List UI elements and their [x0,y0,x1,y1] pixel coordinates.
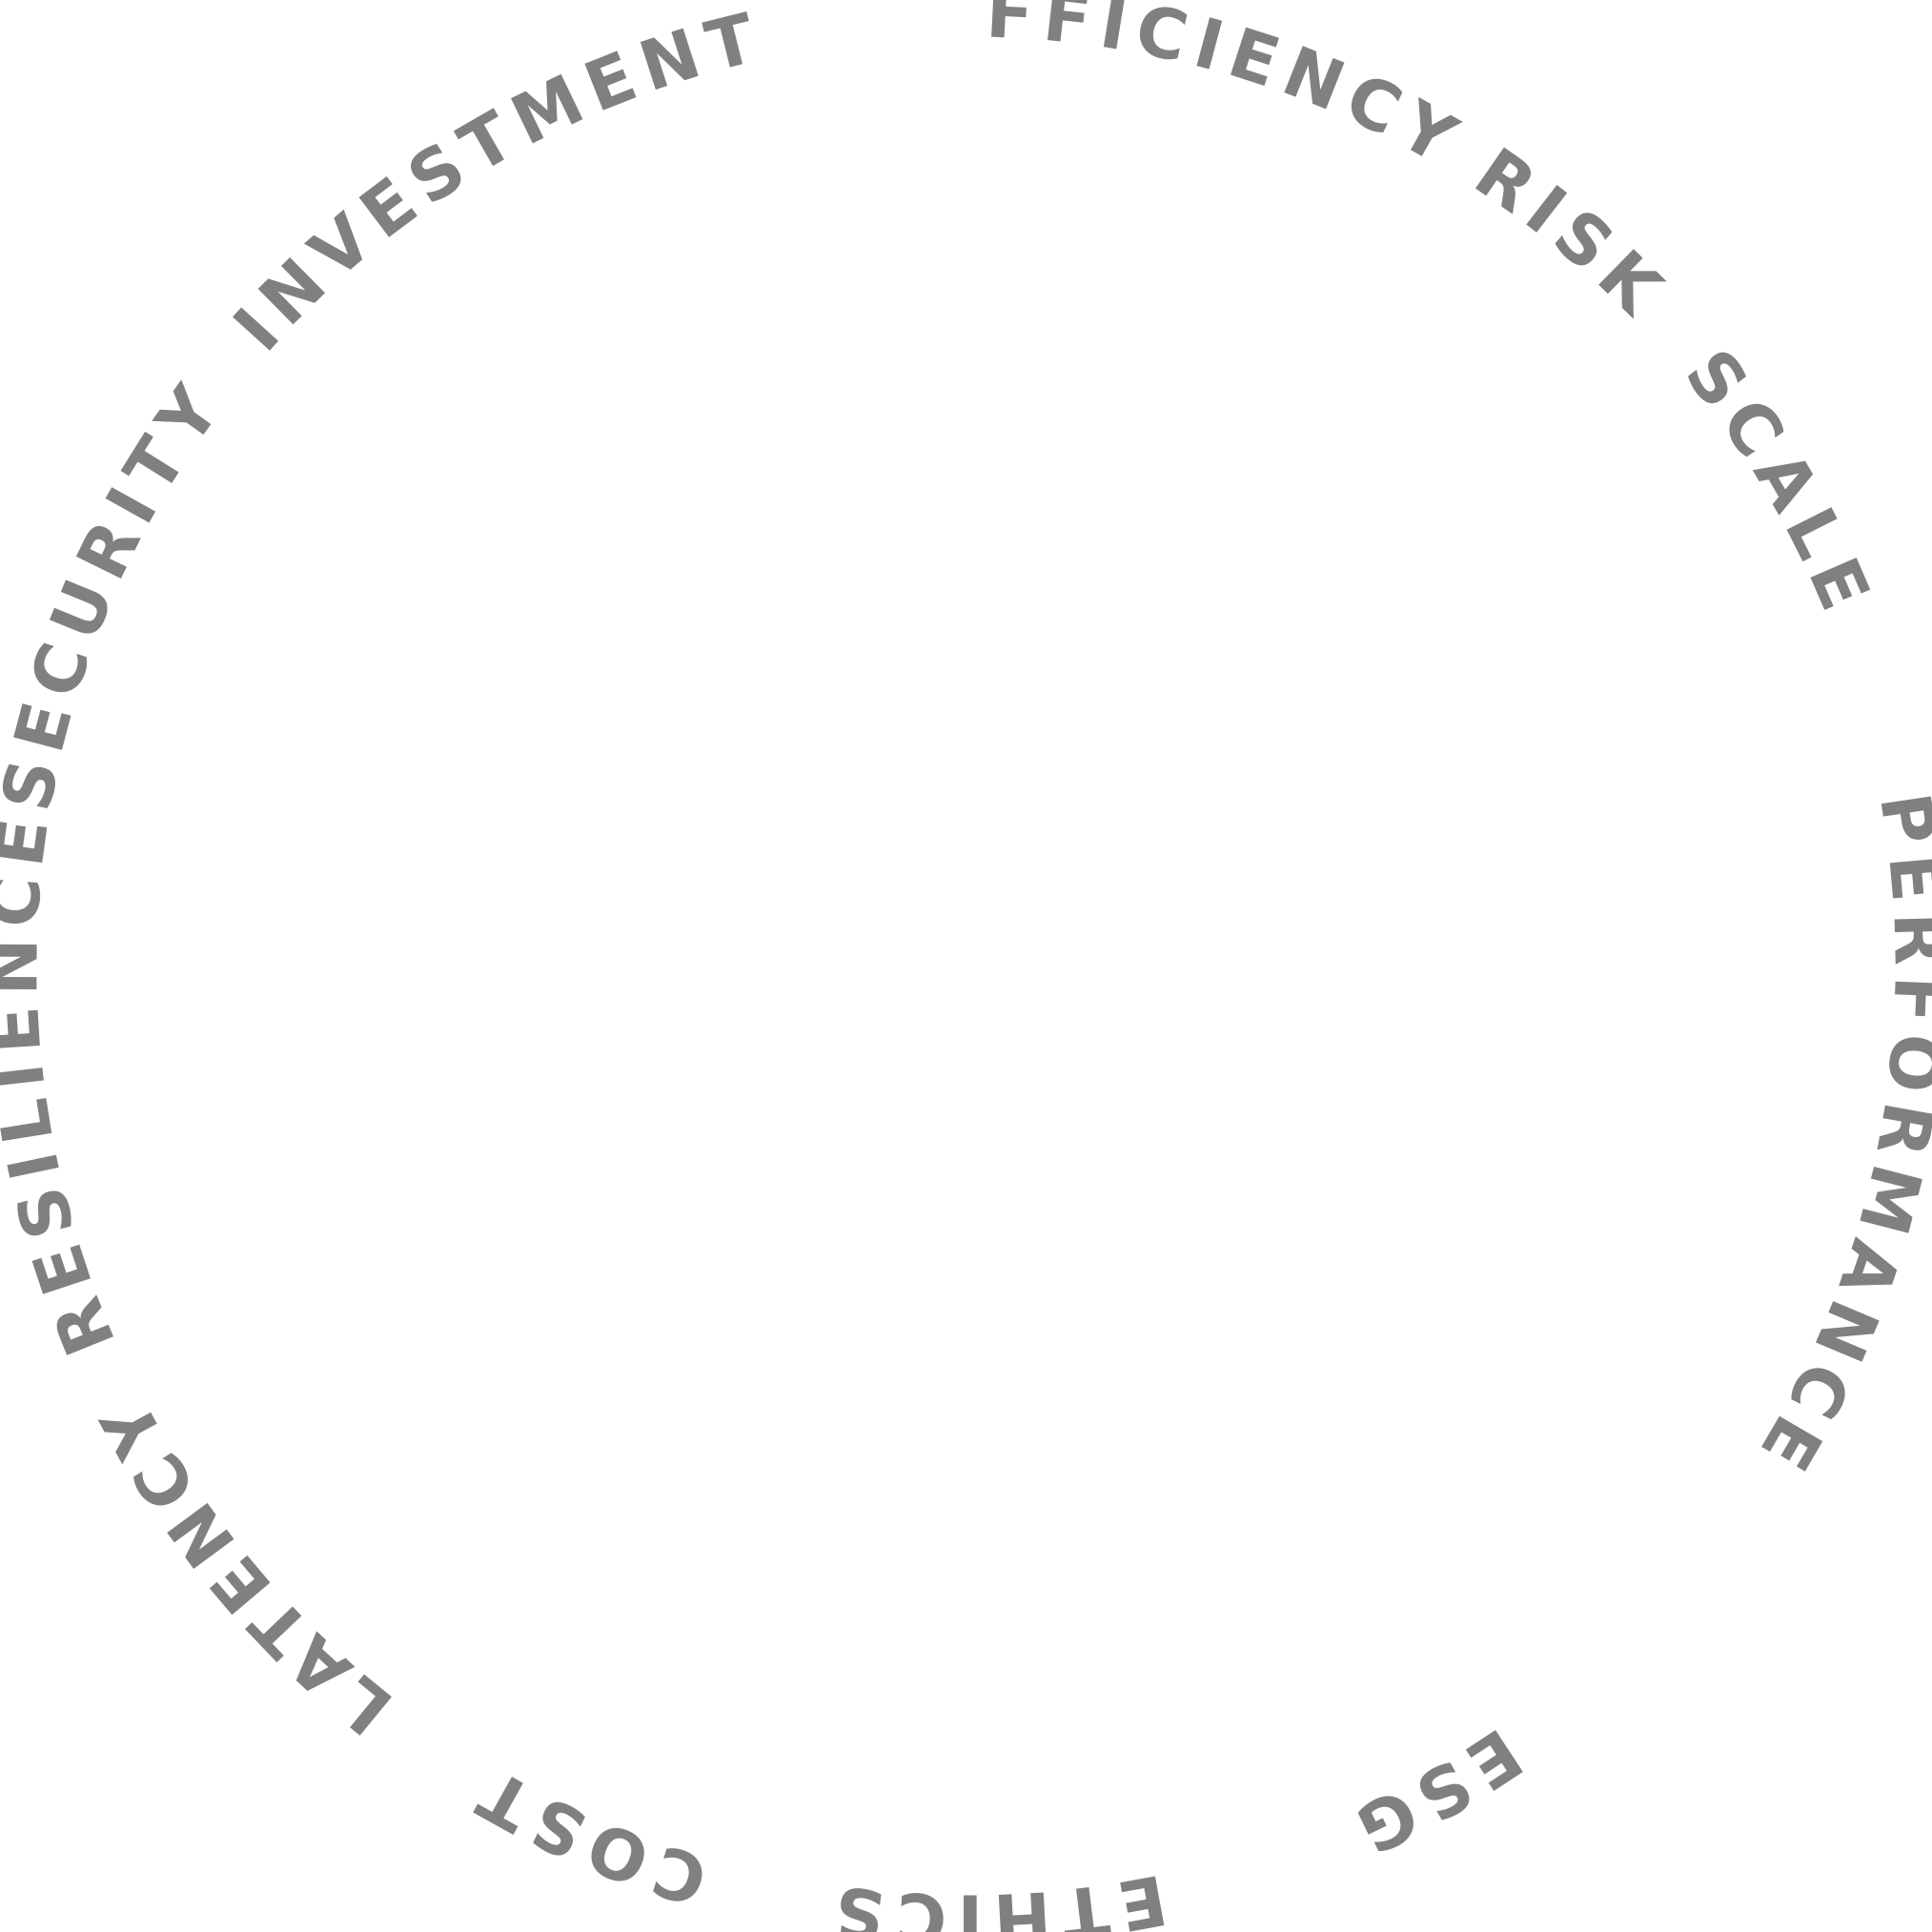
word-ring-diagram: EFFICIENCYRISKSCALEPERFORMANCEESGETHICSC… [0,0,1932,1932]
background [0,0,1932,1932]
